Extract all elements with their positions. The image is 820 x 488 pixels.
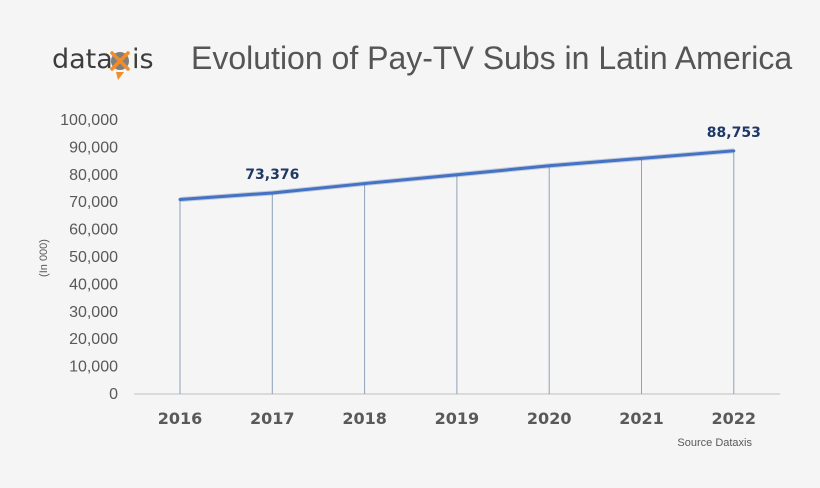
series-lines bbox=[178, 148, 736, 202]
x-tick-label: 2020 bbox=[527, 409, 572, 428]
x-tick-label: 2017 bbox=[250, 409, 295, 428]
x-axis-ticks: 2016 2017 2018 2019 2020 2021 2022 bbox=[158, 409, 756, 428]
chart-title: Evolution of Pay-TV Subs in Latin Americ… bbox=[191, 40, 792, 76]
series-line bbox=[178, 149, 736, 201]
x-tick-label: 2021 bbox=[619, 409, 664, 428]
y-axis-ticks: 0 10,000 20,000 30,000 40,000 50,000 60,000 70,… bbox=[60, 112, 118, 403]
drop-lines bbox=[179, 150, 735, 394]
x-tick-label: 2019 bbox=[435, 409, 480, 428]
y-tick-label: 30,000 bbox=[69, 304, 118, 321]
data-label: 73,376 bbox=[245, 167, 299, 183]
y-tick-label: 100,000 bbox=[60, 112, 118, 129]
x-tick-label: 2018 bbox=[342, 409, 387, 428]
logo-text-left: data bbox=[52, 44, 113, 75]
x-tick-label: 2016 bbox=[158, 409, 203, 428]
y-tick-label: 60,000 bbox=[69, 222, 118, 239]
data-label: 88,753 bbox=[707, 125, 761, 141]
data-labels: 73,376 88,753 bbox=[245, 125, 761, 183]
dataxis-logo: data is bbox=[52, 44, 154, 80]
logo-text-right: is bbox=[132, 44, 154, 75]
logo-x-mark-icon bbox=[110, 51, 130, 80]
y-tick-label: 20,000 bbox=[69, 331, 118, 348]
y-tick-label: 0 bbox=[109, 386, 118, 403]
y-tick-label: 40,000 bbox=[69, 276, 118, 293]
y-tick-label: 70,000 bbox=[69, 194, 118, 211]
y-tick-label: 80,000 bbox=[69, 167, 118, 184]
y-tick-label: 10,000 bbox=[69, 359, 118, 376]
y-tick-label: 90,000 bbox=[69, 139, 118, 156]
y-tick-label: 50,000 bbox=[69, 249, 118, 266]
y-axis-label: (In 000) bbox=[38, 239, 50, 277]
source-note: Source Dataxis bbox=[677, 437, 752, 449]
x-tick-label: 2022 bbox=[712, 409, 757, 428]
